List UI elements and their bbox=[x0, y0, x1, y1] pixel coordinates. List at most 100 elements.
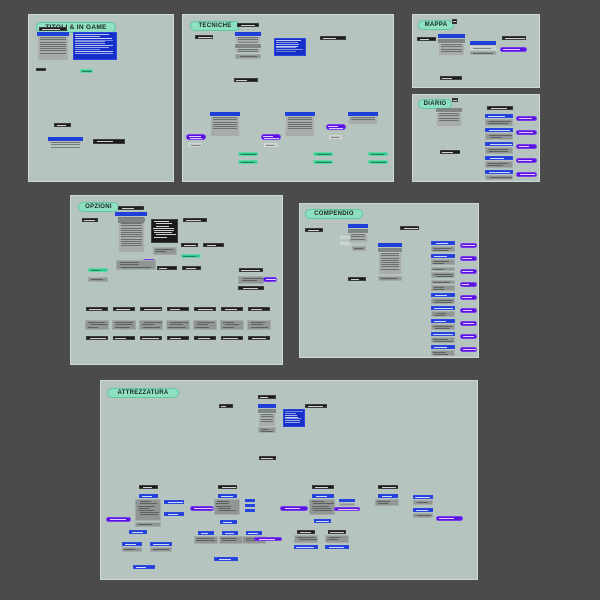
node-g4-r2-gray[interactable]: Value bbox=[413, 513, 433, 518]
node-row4-purple[interactable]: Get Entry 4 bbox=[516, 158, 537, 163]
compendio-row-pill[interactable]: Pag 03 bbox=[460, 269, 477, 274]
node-g3-s1-purple[interactable]: Get Bonus bbox=[254, 537, 282, 541]
compendio-row-header[interactable]: Voce 01 bbox=[431, 241, 455, 245]
option-column-body[interactable] bbox=[193, 320, 217, 330]
node-cluster3-green-a[interactable]: Set Text bbox=[368, 152, 388, 156]
node-blue-node[interactable]: Map Widget bbox=[438, 34, 465, 38]
node-g1-sub-b-gray[interactable]: Value bbox=[150, 547, 172, 552]
option-column-footer[interactable] bbox=[248, 336, 270, 340]
node-row5-gray[interactable]: Set Text bbox=[485, 175, 513, 180]
option-column-footer[interactable] bbox=[194, 336, 216, 340]
node-gray-left[interactable]: Reset bbox=[88, 277, 108, 282]
node-function-node[interactable]: Create Widget bbox=[37, 32, 69, 60]
node-event-node[interactable]: Event Init bbox=[258, 395, 276, 399]
node-gray-body[interactable]: Slots bbox=[258, 409, 276, 426]
node-dark-bottom[interactable]: On Closed bbox=[440, 76, 462, 80]
compendio-row-body[interactable] bbox=[431, 337, 455, 343]
panel-title-attrezzatura[interactable]: ATTREZZATURA bbox=[107, 388, 179, 398]
compendio-row-pill[interactable]: Pag 09 bbox=[460, 347, 477, 352]
node-row5-blue[interactable]: Entry 05 bbox=[485, 170, 513, 174]
node-dark-left[interactable]: Get Opt bbox=[82, 218, 98, 222]
node-event-node[interactable]: Event Pre Construct bbox=[118, 206, 144, 210]
node-g2-s1-gray[interactable]: Value bbox=[194, 536, 218, 544]
node-blue-head[interactable]: Equip Widget bbox=[258, 404, 276, 408]
node-blue-node-2[interactable]: Set Map Data bbox=[470, 41, 496, 45]
node-lgray-b[interactable]: B bbox=[340, 242, 350, 245]
node-dark-right[interactable]: Open Page bbox=[400, 226, 419, 230]
compendio-row-body[interactable] bbox=[431, 350, 455, 356]
node-g4-blue[interactable]: Set Item bbox=[378, 494, 398, 498]
compendio-row-pill[interactable]: Pag 06 bbox=[460, 308, 477, 313]
node-cluster3-green-b[interactable]: Set Visible bbox=[368, 160, 388, 164]
compendio-row-pill[interactable]: Pag 02 bbox=[460, 256, 477, 261]
node-gray-node[interactable]: Branch bbox=[235, 44, 261, 52]
node-dark-left[interactable]: Get Data bbox=[305, 228, 323, 232]
node-dark-right[interactable]: Show Map bbox=[502, 36, 526, 40]
option-column-header[interactable]: Effects bbox=[194, 307, 216, 311]
node-dark-panel[interactable]: Quality Presets bbox=[151, 219, 178, 243]
node-g2-blue-foot[interactable]: Refresh bbox=[220, 520, 237, 524]
node-g3-s2-gray[interactable]: Value bbox=[294, 535, 318, 543]
node-dark-top-right[interactable]: Diary Header bbox=[487, 106, 513, 110]
compendio-row-body[interactable] bbox=[431, 259, 455, 265]
node-cluster2-blue[interactable]: Tecnica 02 bbox=[285, 112, 315, 136]
node-g4-gray[interactable]: Item Data bbox=[375, 499, 399, 506]
option-column-header[interactable]: Resolution bbox=[86, 307, 108, 311]
node-row3-blue[interactable]: Entry 03 bbox=[485, 142, 513, 146]
option-column-footer[interactable] bbox=[86, 336, 108, 340]
node-dark-far-b[interactable]: Apply Language bbox=[238, 286, 264, 290]
node-row2-purple[interactable]: Get Entry 2 bbox=[516, 130, 537, 135]
node-g2-purple[interactable]: Get Armor Slot bbox=[190, 506, 214, 511]
node-dark-left[interactable]: Get Techniques bbox=[195, 35, 213, 39]
compendio-row-body[interactable] bbox=[431, 246, 455, 252]
node-cluster1-blue[interactable]: Tecnica 01 bbox=[210, 112, 240, 136]
node-event-node[interactable]: Event BeginPlay bbox=[39, 27, 67, 31]
option-column-body[interactable] bbox=[220, 320, 244, 330]
node-purple-pill[interactable]: Get Map Cursor bbox=[500, 47, 527, 52]
node-g3-s3-gray[interactable]: Value bbox=[325, 535, 349, 543]
option-column-header[interactable]: Subtitles bbox=[248, 307, 270, 311]
panel-title-mappa[interactable]: MAPPA bbox=[418, 20, 454, 30]
node-g4-r1-gray[interactable]: Value bbox=[413, 500, 433, 505]
option-column-header[interactable]: Audio bbox=[221, 307, 243, 311]
node-dark-bottom[interactable]: On Select bbox=[348, 277, 366, 281]
compendio-row-body[interactable] bbox=[431, 285, 455, 291]
node-g3-s3-blue[interactable]: Set Bonus bbox=[325, 545, 349, 549]
compendio-row-body[interactable] bbox=[431, 324, 455, 330]
compendio-row-pill[interactable]: Pag 04 bbox=[460, 282, 477, 287]
node-g1-blue-r2[interactable]: Name bbox=[164, 512, 184, 516]
node-g3-s3-dark[interactable]: Bonus B bbox=[328, 530, 346, 534]
compendio-row-header[interactable]: Voce 04 bbox=[431, 280, 455, 284]
compendio-row-header[interactable]: Voce 02 bbox=[431, 254, 455, 258]
node-g1-blue-small[interactable]: Refresh bbox=[129, 530, 147, 534]
node-g4-purple[interactable]: Get Extra Slot bbox=[436, 516, 463, 521]
node-dark-left[interactable]: Get Map bbox=[417, 37, 436, 41]
node-pin-icon[interactable] bbox=[452, 19, 457, 24]
compendio-row-header[interactable]: Voce 08 bbox=[431, 332, 455, 336]
node-row1-blue[interactable]: Entry 01 bbox=[485, 114, 513, 118]
node-gray-main[interactable]: Diario Root bbox=[436, 108, 462, 126]
node-cluster3-purple[interactable]: Get Tec 3 bbox=[326, 124, 346, 130]
node-g3-s2-dark[interactable]: Bonus A bbox=[297, 530, 315, 534]
node-cluster1-green-a[interactable]: Set Text bbox=[238, 152, 258, 156]
node-g2-gray[interactable]: Item Data bbox=[214, 499, 240, 515]
node-g3-blue[interactable]: Set Item bbox=[312, 494, 334, 498]
node-gray-node-2[interactable]: Discovered bbox=[470, 51, 496, 55]
node-cluster2-purple[interactable]: Get Tec 2 bbox=[261, 134, 281, 140]
compendio-row-body[interactable] bbox=[431, 272, 455, 278]
node-g2-s2-gray[interactable]: Value bbox=[219, 536, 243, 544]
option-column-footer[interactable] bbox=[113, 336, 135, 340]
node-row4-blue[interactable]: Entry 04 bbox=[485, 156, 513, 160]
node-cluster2-white[interactable]: Name bbox=[264, 143, 277, 147]
node-green-pill[interactable]: Add To Viewport bbox=[80, 69, 93, 73]
option-column-header[interactable]: Fullscreen bbox=[113, 307, 135, 311]
node-dark-mid-b[interactable]: Confirm bbox=[203, 243, 224, 247]
compendio-row-pill[interactable]: Pag 07 bbox=[460, 321, 477, 326]
option-column-body[interactable] bbox=[112, 320, 136, 330]
compendio-row-header[interactable]: Voce 07 bbox=[431, 319, 455, 323]
node-g3-purple-r[interactable]: Get Effect bbox=[334, 507, 360, 511]
node-list-footer[interactable]: Finish bbox=[378, 276, 402, 281]
node-green-left[interactable]: Set Default bbox=[88, 268, 108, 272]
panel-title-opzioni[interactable]: OPZIONI bbox=[78, 202, 119, 212]
node-g1-dark[interactable]: Slot Weapon bbox=[139, 485, 158, 489]
